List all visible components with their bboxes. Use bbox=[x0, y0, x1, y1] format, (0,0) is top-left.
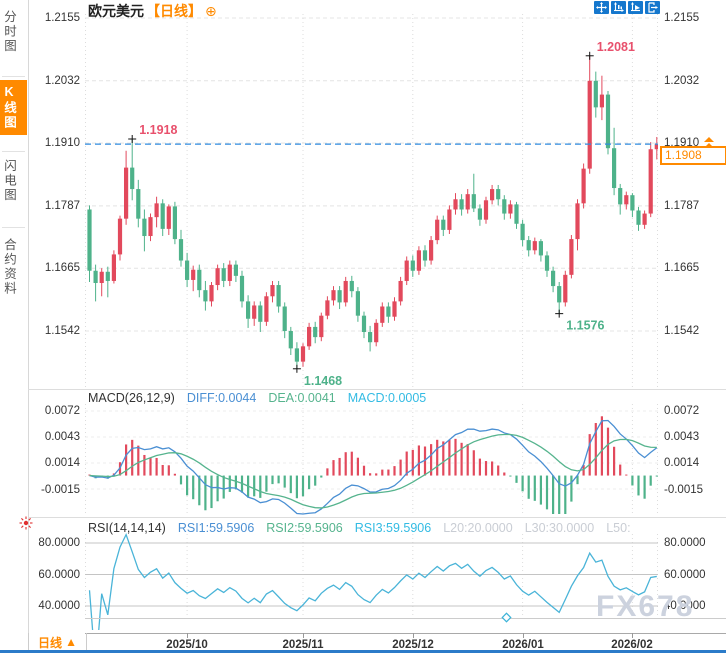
exit-icon[interactable] bbox=[645, 1, 660, 14]
y-axis-label: 1.1787 bbox=[44, 200, 80, 212]
y-axis-label: 1.1787 bbox=[664, 200, 700, 212]
y-axis-label: 1.1665 bbox=[664, 262, 700, 274]
panel-divider bbox=[28, 517, 726, 518]
x-axis-tick bbox=[187, 633, 188, 638]
rsi-axis-label: 80.0000 bbox=[38, 537, 80, 549]
panel-divider bbox=[85, 618, 726, 619]
x-axis-label: 2025/11 bbox=[282, 639, 324, 651]
rsi-axis-label: 80.0000 bbox=[664, 537, 706, 549]
sidebar-divider bbox=[2, 151, 25, 152]
sidebar-item-contract-info[interactable]: 合约资料 bbox=[2, 238, 16, 296]
y-axis-label: 1.2155 bbox=[664, 12, 700, 24]
x-axis-tick bbox=[632, 633, 633, 638]
current-price-box: 1.1908 bbox=[660, 146, 726, 165]
period-label: 【日线】 bbox=[146, 3, 202, 19]
sidebar-item-time-share-chart[interactable]: 分时图 bbox=[2, 10, 16, 54]
rsi-panel-chart[interactable] bbox=[85, 530, 658, 630]
x-axis-label: 2025/12 bbox=[392, 639, 434, 651]
sidebar: 分时图 K线图 闪电图 合约资料 bbox=[0, 0, 29, 650]
macd-axis-label: 0.0014 bbox=[44, 457, 80, 469]
y-axis-label: 1.2032 bbox=[44, 75, 80, 87]
y-axis-label: 1.2155 bbox=[44, 12, 80, 24]
bottom-blue-bar bbox=[0, 650, 726, 653]
sidebar-divider bbox=[2, 76, 25, 77]
macd-axis-label: 0.0043 bbox=[664, 431, 700, 443]
rsi1-value: RSI1:59.5906 bbox=[177, 521, 255, 535]
rsi-l30-label: L30:30.0000 bbox=[524, 521, 595, 535]
add-indicator-icon[interactable]: ⊕ bbox=[205, 3, 217, 19]
macd-macd-value: MACD:0.0005 bbox=[347, 391, 427, 405]
sidebar-item-lightning-chart[interactable]: 闪电图 bbox=[2, 159, 16, 203]
macd-axis-label: 0.0072 bbox=[664, 405, 700, 417]
x-axis-label: 2026/01 bbox=[502, 639, 544, 651]
y-axis-label: 1.1542 bbox=[664, 325, 700, 337]
svg-text:1.1468: 1.1468 bbox=[304, 374, 342, 388]
svg-text:1.1576: 1.1576 bbox=[566, 319, 604, 333]
scale-axes-auto-icon[interactable] bbox=[628, 1, 643, 14]
x-axis-label: 2025/10 bbox=[166, 639, 208, 651]
macd-dea-value: DEA:0.0041 bbox=[268, 391, 336, 405]
macd-panel-chart[interactable] bbox=[85, 400, 658, 517]
svg-text:1.2081: 1.2081 bbox=[597, 40, 635, 54]
rsi-axis-label: 40.0000 bbox=[38, 600, 80, 612]
y-axis-label: 1.2032 bbox=[664, 75, 700, 87]
rsi-l50-label: L50: bbox=[606, 521, 631, 535]
y-axis-label: 1.1665 bbox=[44, 262, 80, 274]
rsi-header: RSI(14,14,14) RSI1:59.5906 RSI2:59.5906 RSI… bbox=[88, 521, 643, 535]
scale-axes-icon[interactable] bbox=[611, 1, 626, 14]
svg-text:1.1918: 1.1918 bbox=[139, 123, 177, 137]
macd-axis-label: 0.0014 bbox=[664, 457, 700, 469]
candlestick-chart[interactable]: 1.1918 1.2081 1.1468 1.1576 bbox=[85, 0, 658, 389]
rsi-l20-label: L20:20.0000 bbox=[443, 521, 513, 535]
chart-title: 欧元美元 【日线】 ⊕ bbox=[88, 1, 217, 21]
macd-axis-label: 0.0043 bbox=[44, 431, 80, 443]
x-axis-tick bbox=[523, 633, 524, 638]
sidebar-divider bbox=[2, 227, 25, 228]
rsi2-value: RSI2:59.5906 bbox=[266, 521, 343, 535]
symbol-name: 欧元美元 bbox=[88, 3, 144, 19]
macd-header: MACD(26,12,9) DIFF:0.0044 DEA:0.0041 MACD:0… bbox=[88, 391, 438, 405]
triangle-up-icon: ▲ bbox=[65, 635, 77, 649]
macd-axis-label: 0.0072 bbox=[44, 405, 80, 417]
panel-divider bbox=[28, 389, 726, 390]
chart-toolbar bbox=[594, 1, 660, 14]
x-axis-tick bbox=[303, 633, 304, 638]
rsi-params-label: RSI(14,14,14) bbox=[88, 521, 166, 535]
rsi-axis-label: 60.0000 bbox=[38, 569, 80, 581]
timeframe-tab-daily[interactable]: 日线 ▲ bbox=[28, 633, 87, 651]
slider-diamond-icon[interactable] bbox=[500, 611, 513, 629]
indicator-settings-icon[interactable] bbox=[19, 516, 33, 535]
rsi-axis-label: 60.0000 bbox=[664, 569, 706, 581]
rsi3-value: RSI3:59.5906 bbox=[354, 521, 432, 535]
fx678-watermark: FX678 bbox=[596, 590, 695, 623]
timeframe-tab-label: 日线 bbox=[38, 635, 63, 650]
pan-crosshair-icon[interactable] bbox=[594, 1, 609, 14]
y-axis-label: 1.1542 bbox=[44, 325, 80, 337]
macd-params-label: MACD(26,12,9) bbox=[88, 391, 175, 405]
macd-axis-label: -0.0015 bbox=[664, 484, 704, 496]
x-axis-label: 2026/02 bbox=[611, 639, 653, 651]
y-axis-label: 1.1910 bbox=[44, 137, 80, 149]
rsi-axis-label: 40.0000 bbox=[664, 600, 706, 612]
x-axis-line bbox=[85, 633, 726, 634]
macd-axis-label: -0.0015 bbox=[40, 484, 80, 496]
macd-diff-value: DIFF:0.0044 bbox=[186, 391, 257, 405]
x-axis-tick bbox=[413, 633, 414, 638]
sidebar-item-candlestick-chart[interactable]: K线图 bbox=[0, 80, 27, 135]
